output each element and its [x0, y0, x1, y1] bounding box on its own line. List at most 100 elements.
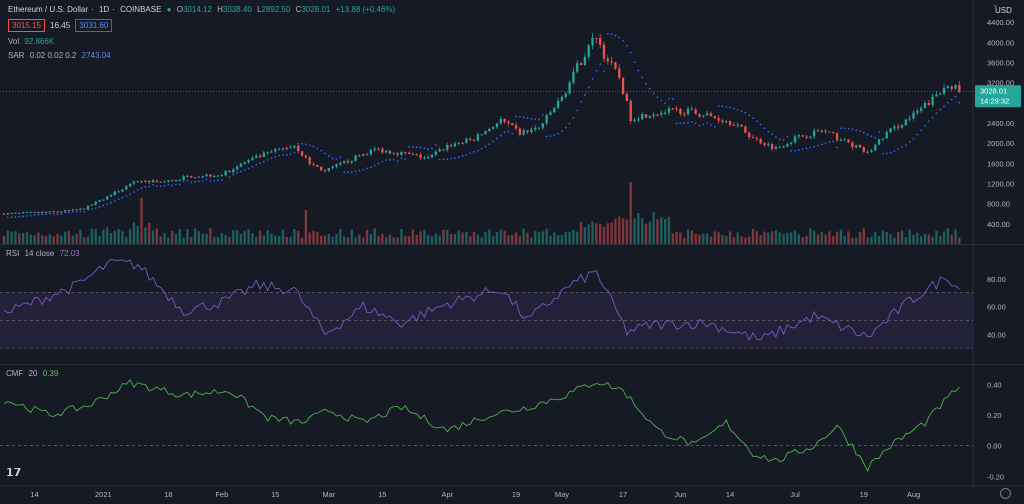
volume-bar — [277, 236, 281, 244]
sar-dot — [232, 173, 235, 176]
volume-bar — [931, 237, 934, 244]
volume-bar — [774, 230, 778, 244]
candle-body — [621, 77, 625, 95]
volume-bar — [820, 232, 823, 244]
sar-dot — [862, 131, 865, 134]
volume-bar — [629, 182, 632, 244]
sar-dot — [744, 111, 747, 114]
rsi-legend[interactable]: RSI 14 close 72.03 — [6, 249, 83, 258]
volume-bar — [400, 228, 403, 244]
volume-bar — [721, 235, 724, 244]
sar-dot — [526, 117, 529, 119]
high-value: 3038.40 — [222, 5, 252, 14]
candle-body — [480, 134, 483, 136]
candle-body — [350, 160, 353, 163]
volume-bar — [893, 237, 896, 244]
tradingview-logo[interactable]: 𝟭𝟳 — [6, 467, 22, 479]
candle-body — [488, 128, 491, 132]
sar-dot — [45, 213, 47, 216]
sar-dot — [668, 97, 670, 100]
bid-ask-row[interactable]: 3015.15 16.45 3031.60 — [8, 19, 115, 32]
volume-bar — [809, 228, 812, 244]
sar-dot — [603, 70, 605, 73]
sar-dot — [801, 148, 804, 151]
candle-body — [862, 147, 865, 152]
sar-dot — [824, 142, 827, 145]
sar-dot — [522, 116, 525, 119]
volume-bar — [946, 228, 950, 244]
cmf-legend[interactable]: CMF 20 0.39 — [6, 369, 61, 378]
candle-body — [117, 191, 120, 193]
volume-bar — [266, 229, 269, 244]
volume-bar — [491, 235, 495, 244]
price-tick-label: 2000.00 — [987, 139, 1014, 148]
sar-dot — [209, 180, 212, 183]
volume-bar — [251, 233, 254, 244]
sar-dot — [882, 152, 884, 155]
sar-dot — [87, 209, 89, 211]
volume-bar — [484, 231, 487, 244]
volume-bar — [793, 230, 797, 244]
candle-body — [453, 143, 457, 147]
candle-body — [900, 125, 904, 128]
candle-body — [736, 124, 739, 126]
time-axis[interactable]: 14 2021 18 Feb 15 Mar 15 Apr 19 May 17 Jun 14 Jul 19 Au… — [30, 490, 920, 499]
low-value: 2892.50 — [261, 5, 291, 14]
candle-body — [820, 130, 823, 132]
time-tick-label: 19 — [512, 490, 520, 499]
candle-body — [316, 164, 319, 167]
volume-bar — [373, 228, 376, 244]
sar-dot — [293, 151, 296, 154]
sar-dot — [297, 142, 300, 145]
candle-body — [396, 153, 399, 155]
candle-body — [125, 186, 128, 190]
sar-dot — [660, 99, 663, 102]
price-tick-label: 4400.00 — [987, 18, 1014, 27]
volume-bar — [621, 218, 625, 244]
candle-body — [874, 144, 877, 151]
volume-legend[interactable]: Vol 92.866K — [8, 37, 57, 46]
volume-bar — [602, 226, 606, 244]
sar-dot — [809, 146, 812, 149]
symbol-legend[interactable]: Ethereum / U.S. Dollar · 1D · COINBASE ● O… — [8, 5, 396, 14]
candle-body — [262, 152, 266, 157]
candle-body — [205, 174, 208, 177]
volume-bar — [801, 237, 804, 244]
volume-bar — [839, 229, 843, 244]
candle-body — [534, 127, 537, 130]
sar-legend[interactable]: SAR 0.02 0.02 0.2 2743.04 — [8, 51, 114, 60]
sar-dot — [343, 171, 346, 174]
candle-body — [476, 134, 480, 141]
candle-body — [690, 108, 694, 110]
sar-dot — [610, 33, 613, 36]
volume-bar — [851, 237, 854, 244]
candle-body — [384, 150, 388, 153]
sar-dot — [285, 154, 288, 156]
sar-dot — [434, 144, 437, 147]
sar-dot — [652, 92, 655, 95]
gear-icon[interactable] — [1000, 488, 1011, 499]
volume-bar — [136, 225, 139, 244]
candle-body — [931, 96, 934, 105]
chevron-down-icon[interactable]: ⌄ — [992, 0, 999, 9]
volume-bar — [262, 235, 266, 244]
candle-body — [132, 181, 136, 184]
currency-label[interactable]: USD — [995, 6, 1012, 15]
buy-button[interactable]: 3031.60 — [75, 19, 113, 32]
volume-bar — [132, 222, 136, 244]
candle-body — [285, 148, 288, 150]
candles — [2, 33, 961, 215]
cmf-pane: 0.40 0.20 0.00 -0.20 — [0, 379, 1004, 481]
volume-bar — [591, 221, 594, 244]
sar-dot — [664, 102, 667, 105]
candle-body — [629, 101, 632, 121]
candle-body — [98, 200, 101, 202]
sar-dot — [301, 142, 303, 145]
candle-body — [908, 118, 911, 120]
candle-body — [648, 116, 651, 118]
sar-dot — [136, 189, 139, 191]
sell-button[interactable]: 3015.15 — [8, 19, 45, 32]
volume-bar — [935, 230, 938, 244]
candle-body — [144, 180, 147, 182]
